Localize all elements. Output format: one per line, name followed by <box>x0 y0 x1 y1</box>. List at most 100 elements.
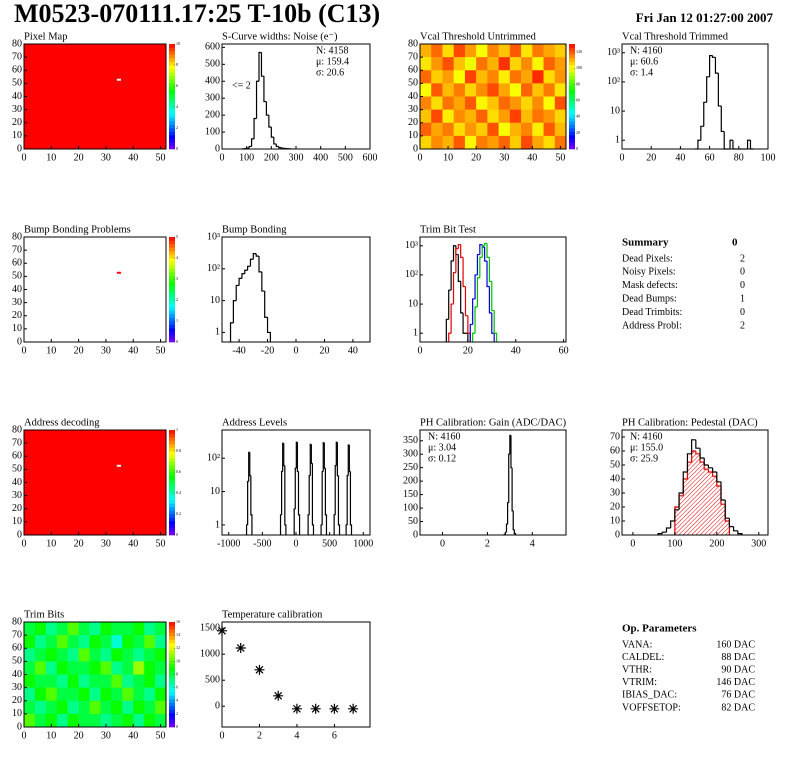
histogram-step <box>746 139 751 149</box>
stats-line: μ: 155.0 <box>630 442 663 453</box>
palette-slice <box>169 716 175 721</box>
x-tick-label: 0 <box>220 730 225 741</box>
heatmap-cell <box>100 713 112 728</box>
heatmap-cell <box>476 57 488 71</box>
histogram-step <box>279 514 282 535</box>
heatmap-cell <box>67 674 79 688</box>
y-tick-label: 0 <box>17 143 22 154</box>
heatmap-cell <box>155 687 167 702</box>
stats-line: σ: 1.4 <box>630 67 653 78</box>
histogram-step <box>457 243 461 249</box>
palette-label: 0 <box>176 339 178 344</box>
histogram-fill <box>687 462 692 535</box>
heatmap-cell <box>543 57 556 71</box>
heatmap-cell <box>144 648 156 662</box>
palette-slice <box>569 117 575 122</box>
y-tick-label: 10³ <box>207 231 220 242</box>
histogram-step <box>258 256 262 273</box>
heatmap-cell <box>476 109 488 124</box>
palette-slice <box>169 437 175 441</box>
palette-slice <box>569 110 575 115</box>
x-tick-label: 0 <box>620 152 625 163</box>
palette-label: 5 <box>176 234 178 239</box>
heatmap-cell <box>144 674 156 688</box>
histogram-step <box>293 508 296 535</box>
x-tick-label: 20 <box>319 345 329 356</box>
stats-box <box>424 431 478 467</box>
heatmap-cell <box>122 622 134 636</box>
heatmap-cell <box>532 57 544 71</box>
palette-slice <box>569 58 575 62</box>
y-tick-label: 10 <box>210 486 220 497</box>
histogram-step <box>235 284 240 301</box>
parameter-label: IBIAS_DAC: <box>622 690 677 701</box>
histogram-step <box>248 145 252 149</box>
palette-slice <box>569 72 575 76</box>
histogram-step <box>488 286 492 314</box>
y-tick-label: 0 <box>413 529 418 540</box>
x-tick-label: 60 <box>559 345 569 356</box>
palette-label: 10 <box>176 41 180 46</box>
heatmap-cell <box>24 648 36 662</box>
heatmap-cell <box>509 70 522 84</box>
heatmap-cell <box>420 83 432 97</box>
heatmap-cell <box>521 83 533 97</box>
palette-slice <box>169 709 175 714</box>
histogram-step <box>697 139 701 149</box>
histogram-step <box>493 310 498 342</box>
heatmap-cell <box>122 713 134 728</box>
panel-title: Temperature calibration <box>222 609 323 620</box>
heatmap-cell <box>89 713 101 728</box>
y-tick-label: 80 <box>408 38 418 49</box>
x-tick-label: 1000 <box>353 538 373 549</box>
palette-slice <box>169 444 175 448</box>
histogram-step <box>462 312 466 334</box>
palette-label: 20 <box>576 130 580 135</box>
heatmap-cell <box>45 635 58 649</box>
heatmap-cell <box>24 700 36 715</box>
palette-slice <box>169 699 175 703</box>
palette-slice <box>169 625 175 630</box>
histogram-step <box>661 531 667 534</box>
heatmap-cell <box>543 44 556 58</box>
heatmap-cell <box>509 122 522 137</box>
heatmap-cell <box>78 713 90 728</box>
y-tick-label: 10² <box>207 453 220 464</box>
palette-slice <box>169 321 175 325</box>
palette-slice <box>569 54 575 59</box>
histogram-step <box>278 146 282 149</box>
heatmap-cell <box>45 622 58 636</box>
heatmap-cell <box>431 57 443 71</box>
palette-label: 0.2 <box>176 511 181 516</box>
heatmap-cell <box>498 109 511 124</box>
y-tick-label: 80 <box>12 424 22 435</box>
x-tick-label: 20 <box>74 345 84 356</box>
palette-slice <box>169 82 175 87</box>
histogram-step <box>716 472 722 483</box>
histogram-step <box>678 492 684 510</box>
heatmap-cell <box>464 57 477 71</box>
x-tick-label: 40 <box>527 152 537 163</box>
y-tick-label: 80 <box>12 616 22 627</box>
heatmap-cell <box>554 109 567 124</box>
y-tick-label: 60 <box>610 445 620 456</box>
heatmap-cell <box>453 96 466 110</box>
heatmap-cell <box>543 70 556 84</box>
heatmap-cell <box>56 661 68 675</box>
heatmap-cell <box>453 135 466 150</box>
palette-slice <box>169 622 175 626</box>
palette-slice <box>569 51 575 55</box>
heatmap-cell <box>464 122 477 137</box>
heatmap-cell <box>420 96 432 110</box>
heatmap-cell <box>67 661 79 675</box>
histogram-step <box>486 261 490 288</box>
parameter-value: 146 DAC <box>716 677 755 688</box>
histogram-step <box>481 245 485 258</box>
histogram-step <box>732 526 738 532</box>
y-tick-label: 50 <box>12 271 22 282</box>
star-marker <box>273 690 284 701</box>
palette-label: 80 <box>576 81 580 86</box>
y-tick-label: 1000 <box>200 649 220 660</box>
plot-frame <box>221 621 371 728</box>
